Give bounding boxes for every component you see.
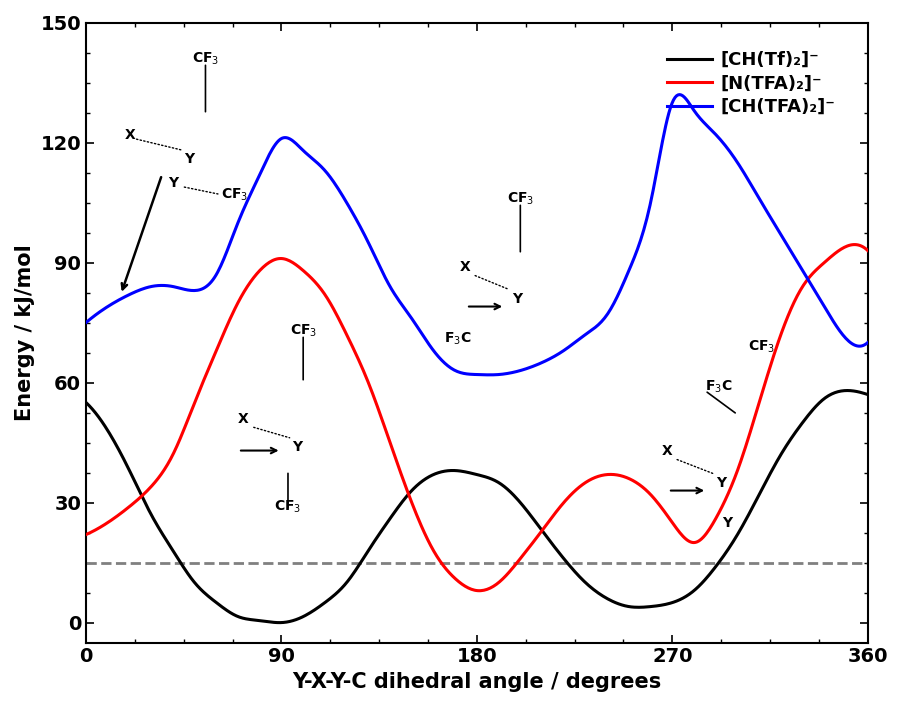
Y-axis label: Energy / kJ/mol: Energy / kJ/mol [15, 244, 35, 421]
Text: X: X [125, 127, 135, 141]
Text: Y: Y [715, 476, 725, 489]
Text: Y: Y [292, 440, 302, 454]
Text: CF$_3$: CF$_3$ [290, 322, 317, 339]
Text: CF$_3$: CF$_3$ [748, 339, 775, 355]
Text: X: X [459, 259, 470, 274]
Text: Y: Y [183, 151, 194, 165]
Text: X: X [661, 443, 671, 457]
Text: CF$_3$: CF$_3$ [274, 498, 301, 515]
Text: Y: Y [511, 291, 521, 305]
Text: CF$_3$: CF$_3$ [220, 187, 247, 203]
Legend: [CH(Tf)₂]⁻, [N(TFA)₂]⁻, [CH(TFA)₂]⁻: [CH(Tf)₂]⁻, [N(TFA)₂]⁻, [CH(TFA)₂]⁻ [658, 44, 842, 123]
Text: CF$_3$: CF$_3$ [506, 190, 533, 207]
Text: F$_3$C: F$_3$C [704, 378, 732, 395]
X-axis label: Y-X-Y-C dihedral angle / degrees: Y-X-Y-C dihedral angle / degrees [292, 672, 661, 692]
Text: X: X [238, 411, 249, 426]
Text: Y: Y [169, 175, 179, 189]
Text: F$_3$C: F$_3$C [444, 331, 472, 347]
Text: Y: Y [722, 515, 732, 530]
Text: CF$_3$: CF$_3$ [191, 50, 219, 67]
